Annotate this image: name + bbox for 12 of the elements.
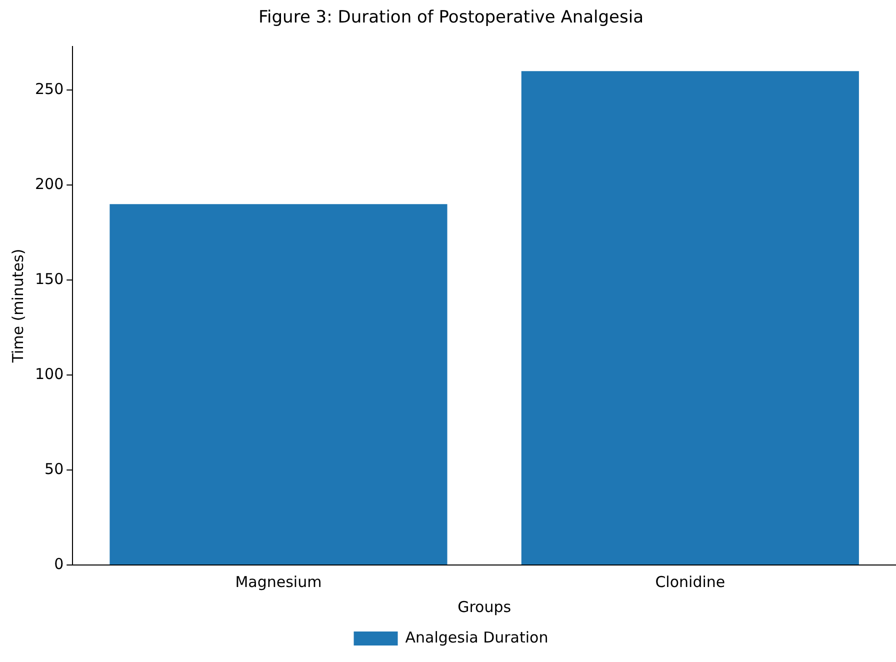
y-tick-label: 250 — [34, 80, 64, 98]
y-axis-title: Time (minutes) — [8, 248, 27, 364]
x-axis-title: Groups — [458, 598, 512, 616]
y-tick-label: 50 — [44, 460, 64, 478]
legend-label: Analgesia Duration — [405, 628, 548, 646]
y-tick-label: 100 — [34, 364, 64, 383]
chart-title: Figure 3: Duration of Postoperative Analgesia — [258, 8, 644, 28]
y-tick-label: 200 — [34, 174, 64, 193]
y-tick-label: 150 — [34, 270, 64, 288]
y-tick-label: 0 — [54, 554, 64, 573]
x-tick-label: Clonidine — [655, 572, 726, 591]
x-tick-label: Magnesium — [235, 572, 322, 591]
